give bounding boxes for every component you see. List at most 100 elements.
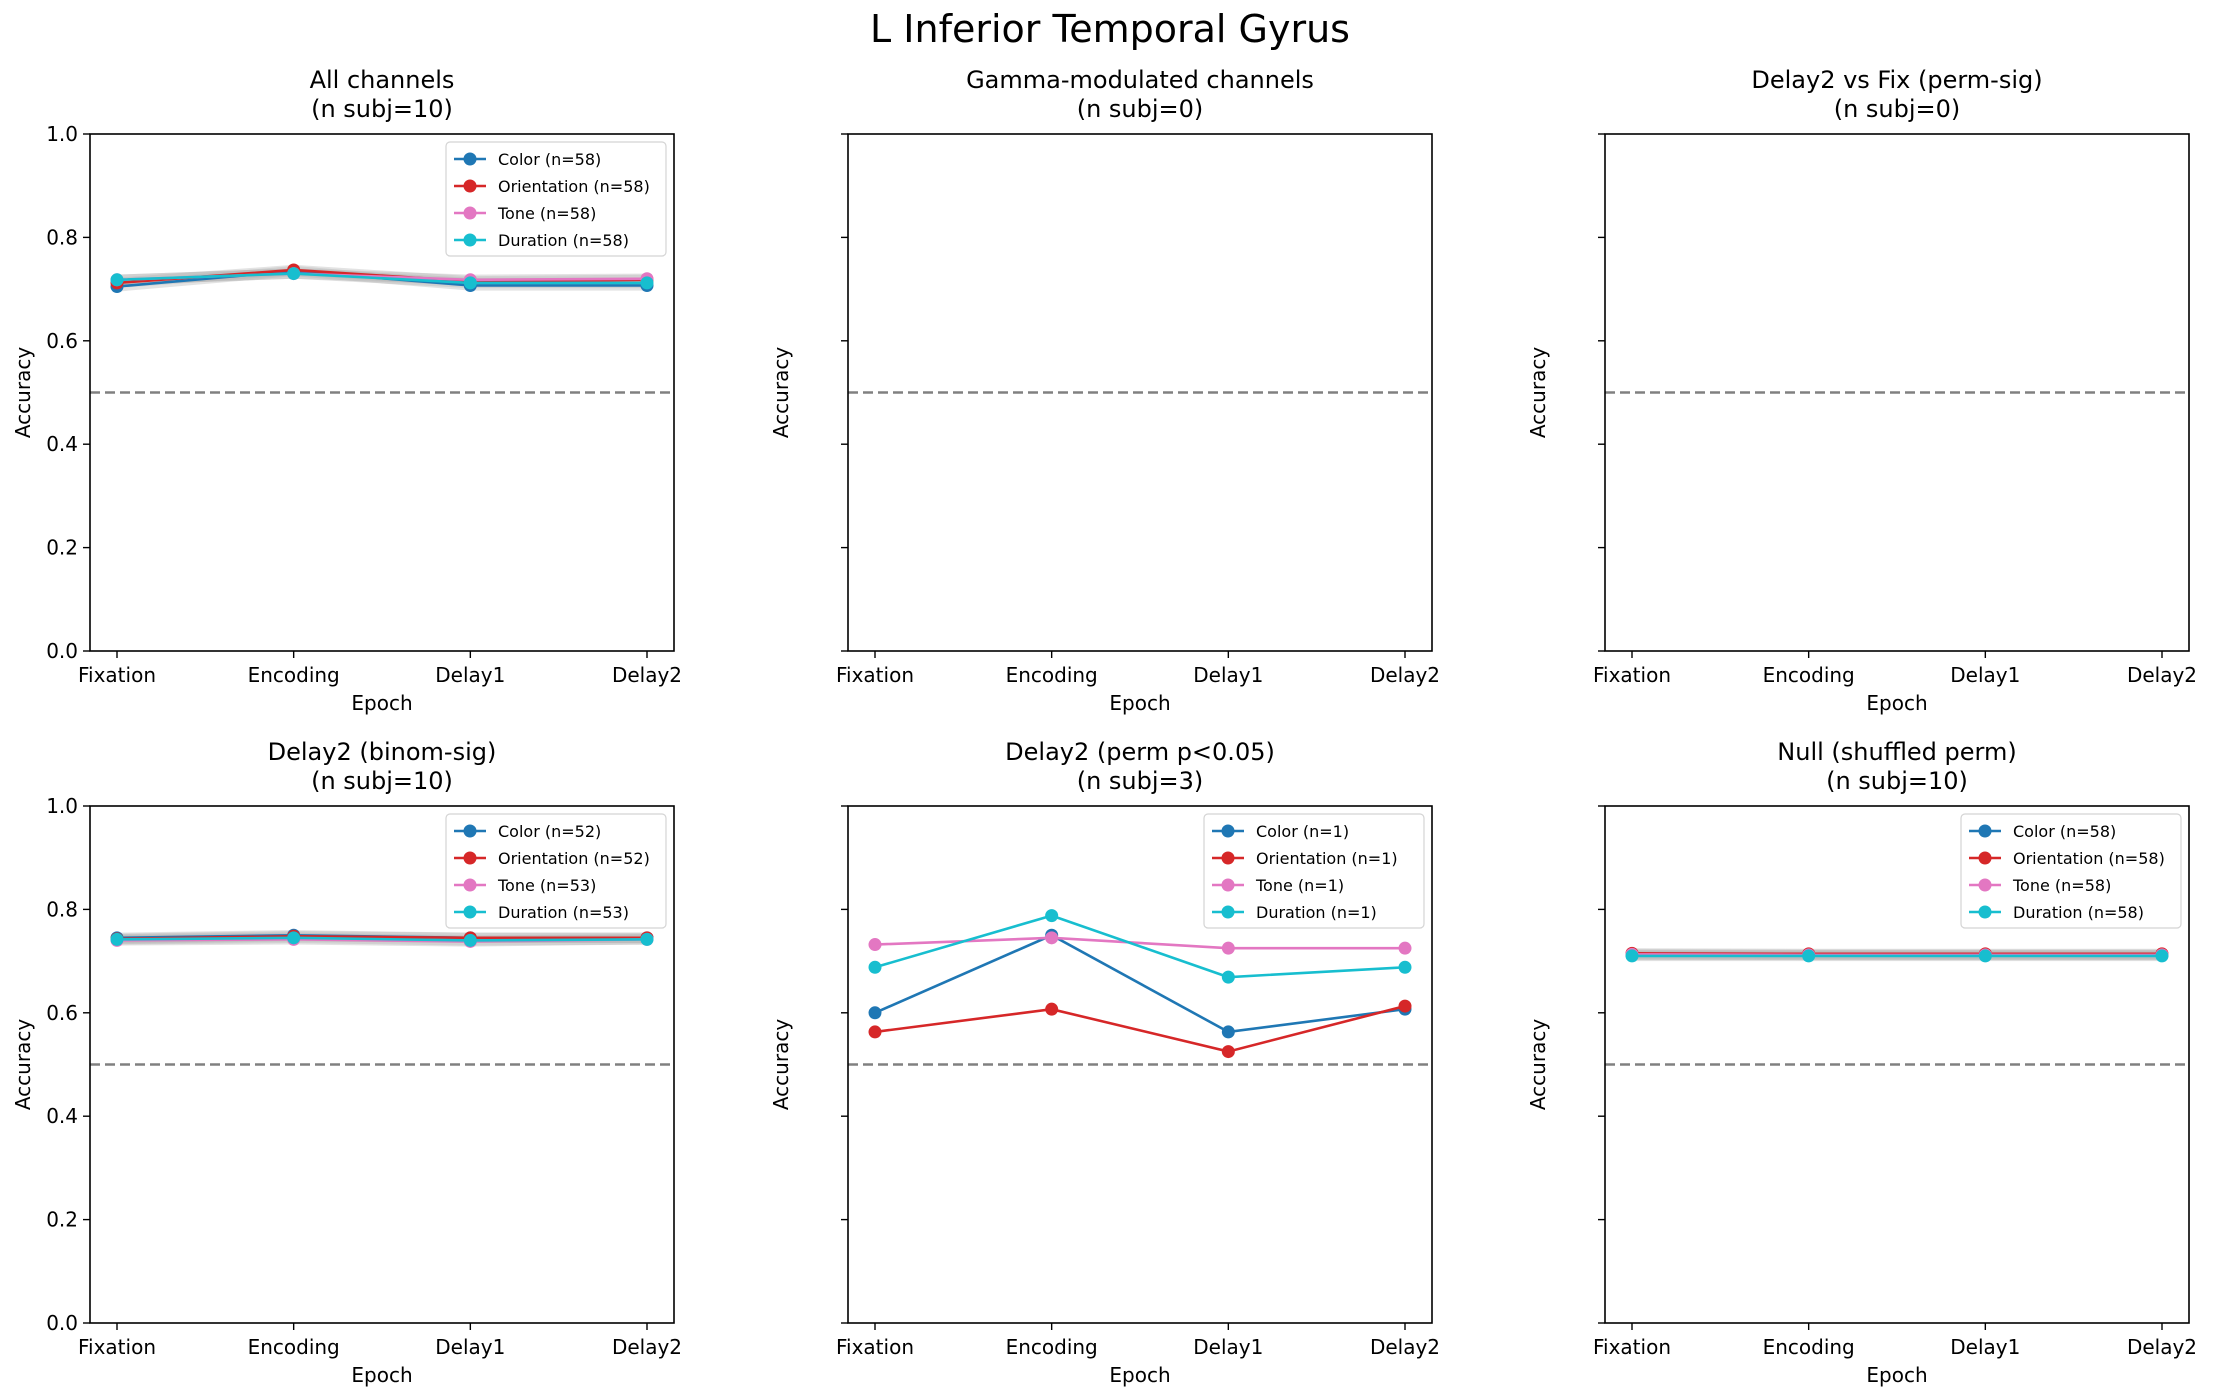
data-point [640, 932, 654, 946]
x-tick-label: Delay2 [612, 1335, 682, 1359]
data-point [1398, 960, 1412, 974]
legend-marker [1978, 878, 1992, 892]
subplot-title: (n subj=10) [1826, 767, 1968, 795]
subplot-5: Delay2 (perm p<0.05)(n subj=3) Fixation En… [769, 738, 1440, 1387]
x-tick-label: Encoding [248, 1335, 340, 1359]
y-tick-label: 0.4 [46, 432, 78, 456]
data-point [1221, 941, 1235, 955]
x-tick-label: Delay2 [2127, 663, 2197, 687]
legend-box [1960, 813, 2182, 929]
data-point [110, 273, 124, 287]
subplot-2: Gamma-modulated channels(n subj=0) Fixati… [769, 66, 1440, 715]
legend-label: Color (n=58) [498, 150, 601, 169]
x-tick-label: Delay1 [435, 663, 505, 687]
x-tick-label: Delay1 [435, 1335, 505, 1359]
x-axis-label: Epoch [1866, 691, 1927, 715]
legend-box [1203, 813, 1425, 929]
x-tick-label: Fixation [1593, 663, 1671, 687]
subplot-title: (n subj=0) [1077, 95, 1204, 123]
subplot-title: Delay2 (binom-sig) [268, 738, 497, 766]
subplot-3: Delay2 vs Fix (perm-sig)(n subj=0) Fixati… [1526, 66, 2197, 715]
y-axis-label: Accuracy [1526, 1019, 1550, 1110]
x-tick-label: Delay1 [1193, 1335, 1263, 1359]
legend-label: Duration (n=53) [498, 903, 629, 922]
data-point [1398, 999, 1412, 1013]
legend-marker [1978, 851, 1992, 865]
x-axis-label: Epoch [351, 691, 412, 715]
data-point [868, 938, 882, 952]
data-point [868, 960, 882, 974]
legend-label: Duration (n=1) [1256, 903, 1377, 922]
x-axis-label: Epoch [1109, 1363, 1170, 1387]
x-tick-label: Delay2 [612, 663, 682, 687]
data-point [110, 932, 124, 946]
subplot-title: All channels [310, 66, 455, 94]
axes-frame [847, 133, 1433, 652]
y-axis-label: Accuracy [769, 1019, 793, 1110]
x-tick-label: Fixation [78, 1335, 156, 1359]
data-point [1221, 970, 1235, 984]
x-tick-label: Delay2 [2127, 1335, 2197, 1359]
legend-box [445, 141, 667, 257]
y-tick-label: 0.2 [46, 1208, 78, 1232]
data-point [640, 276, 654, 290]
legend-label: Tone (n=58) [2012, 876, 2111, 895]
x-tick-label: Encoding [1006, 1335, 1098, 1359]
legend-label: Orientation (n=58) [2013, 849, 2165, 868]
series-line-duration [116, 272, 647, 285]
x-tick-label: Fixation [836, 1335, 914, 1359]
legend-label: Duration (n=58) [2013, 903, 2144, 922]
subplot-title: Delay2 (perm p<0.05) [1005, 738, 1275, 766]
legend-marker [1221, 824, 1235, 838]
x-tick-label: Delay2 [1370, 1335, 1440, 1359]
x-tick-label: Encoding [1763, 663, 1855, 687]
x-tick-label: Delay1 [1950, 1335, 2020, 1359]
legend-label: Color (n=58) [2013, 822, 2116, 841]
subplot-title: Null (shuffled perm) [1777, 738, 2016, 766]
data-point [868, 1025, 882, 1039]
legend-marker [1978, 905, 1992, 919]
y-tick-label: 1.0 [46, 122, 78, 146]
x-tick-label: Fixation [836, 663, 914, 687]
subplot-title: (n subj=10) [311, 767, 453, 795]
x-tick-label: Delay1 [1193, 663, 1263, 687]
x-axis-label: Epoch [351, 1363, 412, 1387]
legend-marker [463, 179, 477, 193]
y-axis-label: Accuracy [11, 347, 35, 438]
legend-label: Color (n=52) [498, 822, 601, 841]
y-axis-label: Accuracy [11, 1019, 35, 1110]
axes-frame [89, 805, 675, 1324]
y-tick-label: 0.8 [46, 897, 78, 921]
axes-frame [89, 133, 675, 652]
legend-marker [1978, 824, 1992, 838]
data-point [1978, 949, 1992, 963]
subplot-1: All channels(n subj=10) 0.0 0.2 0.4 0.6 0.8 1.… [11, 66, 682, 715]
y-tick-label: 0.6 [46, 1001, 78, 1025]
axes-frame [847, 805, 1433, 1324]
legend-label: Orientation (n=58) [498, 177, 650, 196]
data-point [1802, 949, 1816, 963]
data-point [463, 933, 477, 947]
x-tick-label: Encoding [1763, 1335, 1855, 1359]
legend-label: Duration (n=58) [498, 231, 629, 250]
legend-marker [463, 152, 477, 166]
legend-label: Tone (n=1) [1255, 876, 1344, 895]
axes-frame [1604, 133, 2190, 652]
x-tick-label: Encoding [1006, 663, 1098, 687]
legend-label: Color (n=1) [1256, 822, 1349, 841]
data-point [1398, 941, 1412, 955]
x-tick-label: Fixation [78, 663, 156, 687]
legend-marker [463, 233, 477, 247]
y-axis-label: Accuracy [1526, 347, 1550, 438]
x-tick-label: Encoding [248, 663, 340, 687]
x-tick-label: Delay2 [1370, 663, 1440, 687]
data-point [868, 1006, 882, 1020]
series-line-color [874, 933, 1406, 1034]
axes-frame [1604, 805, 2190, 1324]
y-tick-label: 0.4 [46, 1104, 78, 1128]
y-tick-label: 0.0 [46, 1311, 78, 1335]
subplot-4: Delay2 (binom-sig)(n subj=10) 0.0 0.2 0.4 0.… [11, 738, 682, 1387]
legend-marker [1221, 878, 1235, 892]
y-tick-label: 0.6 [46, 329, 78, 353]
